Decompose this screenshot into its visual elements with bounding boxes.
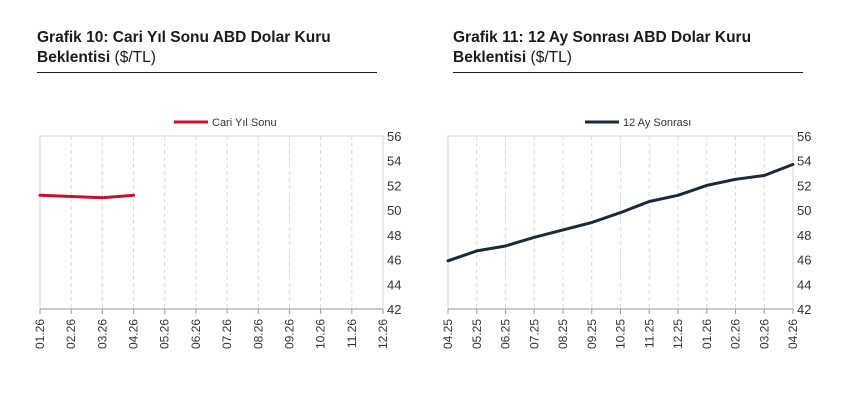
x-tick-label: 11.26 [345,319,359,348]
y-tick-label: 54 [797,154,811,169]
y-tick-label: 50 [797,203,811,218]
legend-label: 12 Ay Sonrası [623,117,691,129]
x-tick-label: 03.26 [95,319,109,349]
x-tick-label: 02.26 [729,319,743,349]
plot-frame [39,135,384,310]
line-chart-12-ay-sonrasi: 04.25 05.25 06.25 07.25 08.25 09.25 10.25 11.25… [441,117,811,349]
y-tick-label: 50 [387,203,401,218]
y-tick-label: 44 [387,277,401,292]
x-tick-label: 06.25 [499,319,513,349]
y-tick-label: 42 [387,302,401,317]
chart-panel-11: Grafik 11: 12 Ay Sonrası ABD Dolar Kuru … [425,0,850,404]
chart-panel-10: Grafik 10: Cari Yıl Sonu ABD Dolar Kuru … [33,28,401,349]
y-tick-label: 44 [797,277,811,292]
chart-title-unit: ($/TL) [114,49,156,66]
x-tick-label: 12.25 [671,319,685,349]
x-tick-label: 11.25 [642,319,656,348]
x-tick-label: 08.26 [251,319,265,349]
series-line [38,193,135,200]
y-tick-label: 52 [387,178,401,193]
x-tick-label: 09.26 [282,319,296,349]
title-divider [37,72,377,73]
chart-title-unit: ($/TL) [530,49,572,66]
x-tick-label: 07.25 [527,319,541,349]
x-tick-label: 05.25 [470,319,484,349]
x-tick-label: 10.26 [314,319,328,349]
y-tick-label: 56 [387,129,401,144]
title-divider [453,72,803,73]
x-tick-label: 12.26 [376,319,390,349]
line-chart-cari-yil-sonu: 01.26 02.26 03.26 04.26 05.26 06.26 07.26 08.26… [33,117,401,349]
y-tick-label: 46 [387,253,401,268]
y-tick-label: 46 [797,253,811,268]
series-line [446,162,795,263]
chart-title-text: Grafik 11: 12 Ay Sonrası ABD Dolar Kuru … [453,29,752,66]
x-tick-label: 01.26 [33,319,47,349]
x-tick-label: 04.26 [786,319,800,349]
y-tick-label: 54 [387,154,401,169]
chart-title-text: Grafik 10: Cari Yıl Sonu ABD Dolar Kuru … [37,29,331,66]
legend-label: Cari Yıl Sonu [212,117,277,129]
x-tick-label: 10.25 [614,319,628,349]
y-tick-label: 56 [797,129,811,144]
x-tick-label: 01.26 [700,319,714,349]
x-tick-label: 04.26 [127,319,141,349]
x-tick-label: 09.25 [585,319,599,349]
y-tick-label: 48 [387,228,401,243]
x-tick-label: 06.26 [189,319,203,349]
x-tick-label: 03.26 [757,319,771,349]
x-tick-label: 05.26 [158,319,172,349]
x-tick-label: 02.26 [64,319,78,349]
x-tick-label: 07.26 [220,319,234,349]
x-tick-label: 04.25 [441,319,455,349]
chart-title: Grafik 10: Cari Yıl Sonu ABD Dolar Kuru … [37,28,377,68]
chart-title: Grafik 11: 12 Ay Sonrası ABD Dolar Kuru … [453,28,793,68]
y-tick-label: 42 [797,302,811,317]
x-tick-label: 08.25 [556,319,570,349]
y-tick-label: 48 [797,228,811,243]
y-tick-label: 52 [797,178,811,193]
